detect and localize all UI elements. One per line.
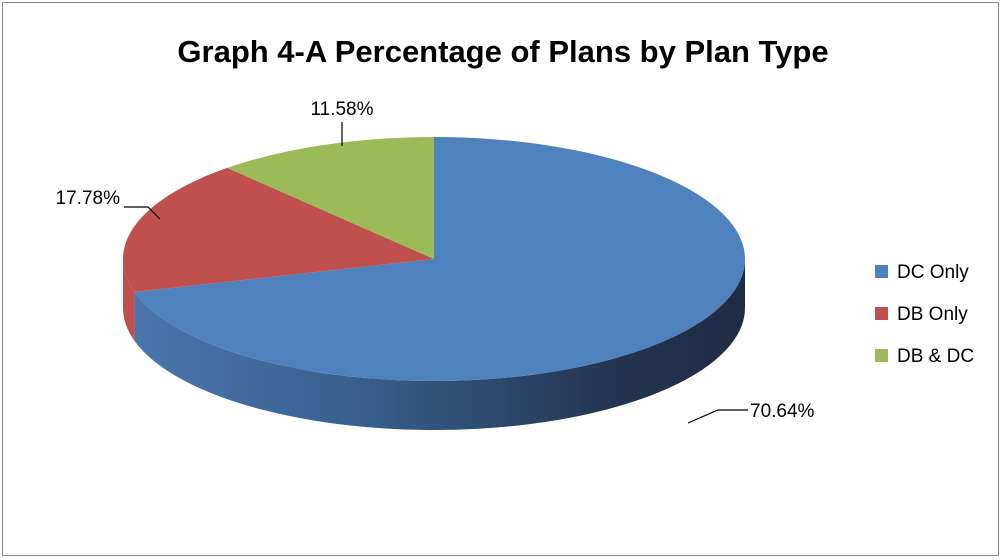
- data-label-db-and-dc: 11.58%: [310, 99, 373, 120]
- pie-side-wall: [123, 259, 745, 430]
- leader-line-db-only: [124, 206, 161, 220]
- legend-item-dc-only[interactable]: DC Only: [875, 262, 969, 283]
- legend-swatch: [875, 307, 888, 320]
- data-labels: 70.64% 17.78% 11.58%: [56, 99, 815, 424]
- legend-label: DB Only: [897, 304, 968, 325]
- legend-swatch: [875, 349, 888, 362]
- data-label-db-only: 17.78%: [56, 188, 121, 209]
- legend-swatch: [875, 265, 888, 278]
- slice-dc-only[interactable]: [134, 137, 745, 381]
- side-db-only: [123, 259, 135, 342]
- slice-db-only[interactable]: [122, 167, 434, 293]
- legend-item-db-and-dc[interactable]: DB & DC: [875, 346, 974, 367]
- chart-title: Graph 4-A Percentage of Plans by Plan Ty…: [177, 34, 828, 69]
- legend-item-db-only[interactable]: DB Only: [875, 304, 968, 325]
- pie-slices: [122, 137, 745, 381]
- data-label-dc-only: 70.64%: [750, 401, 815, 422]
- leader-line-dc-only: [687, 409, 748, 424]
- legend[interactable]: DC Only DB Only DB & DC: [875, 262, 974, 367]
- legend-label: DC Only: [897, 262, 969, 283]
- side-dc-only: [134, 259, 745, 430]
- legend-label: DB & DC: [897, 346, 974, 367]
- slice-db-and-dc[interactable]: [227, 137, 434, 259]
